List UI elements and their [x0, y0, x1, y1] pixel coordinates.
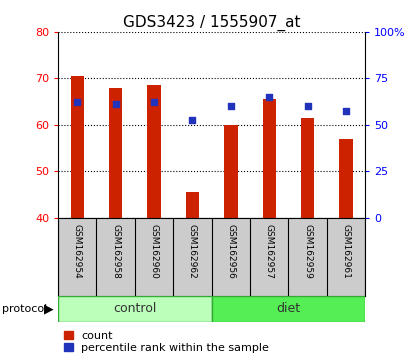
- Text: GSM162954: GSM162954: [73, 224, 82, 279]
- Point: [112, 101, 119, 107]
- Text: protocol: protocol: [2, 304, 47, 314]
- Bar: [263, 99, 276, 218]
- Bar: [224, 125, 237, 218]
- Bar: [58, 296, 212, 322]
- Bar: [71, 76, 84, 218]
- Text: GSM162960: GSM162960: [149, 224, 159, 279]
- Bar: [186, 192, 199, 218]
- Text: GSM162959: GSM162959: [303, 224, 312, 279]
- Text: ▶: ▶: [44, 302, 53, 315]
- Bar: [212, 296, 365, 322]
- Title: GDS3423 / 1555907_at: GDS3423 / 1555907_at: [123, 14, 300, 30]
- Text: GSM162958: GSM162958: [111, 224, 120, 279]
- Point: [151, 99, 157, 104]
- Point: [266, 94, 273, 100]
- Text: control: control: [113, 302, 156, 315]
- Legend: count, percentile rank within the sample: count, percentile rank within the sample: [63, 331, 269, 353]
- Bar: [301, 118, 314, 218]
- Text: GSM162957: GSM162957: [265, 224, 274, 279]
- Point: [227, 103, 234, 109]
- Bar: [147, 85, 161, 218]
- Bar: [109, 88, 122, 218]
- Point: [189, 117, 196, 123]
- Text: GSM162961: GSM162961: [342, 224, 351, 279]
- Text: diet: diet: [276, 302, 300, 315]
- Point: [74, 99, 81, 104]
- Point: [304, 103, 311, 109]
- Bar: [339, 139, 353, 218]
- Point: [343, 108, 349, 114]
- Text: GSM162962: GSM162962: [188, 224, 197, 279]
- Text: GSM162956: GSM162956: [226, 224, 235, 279]
